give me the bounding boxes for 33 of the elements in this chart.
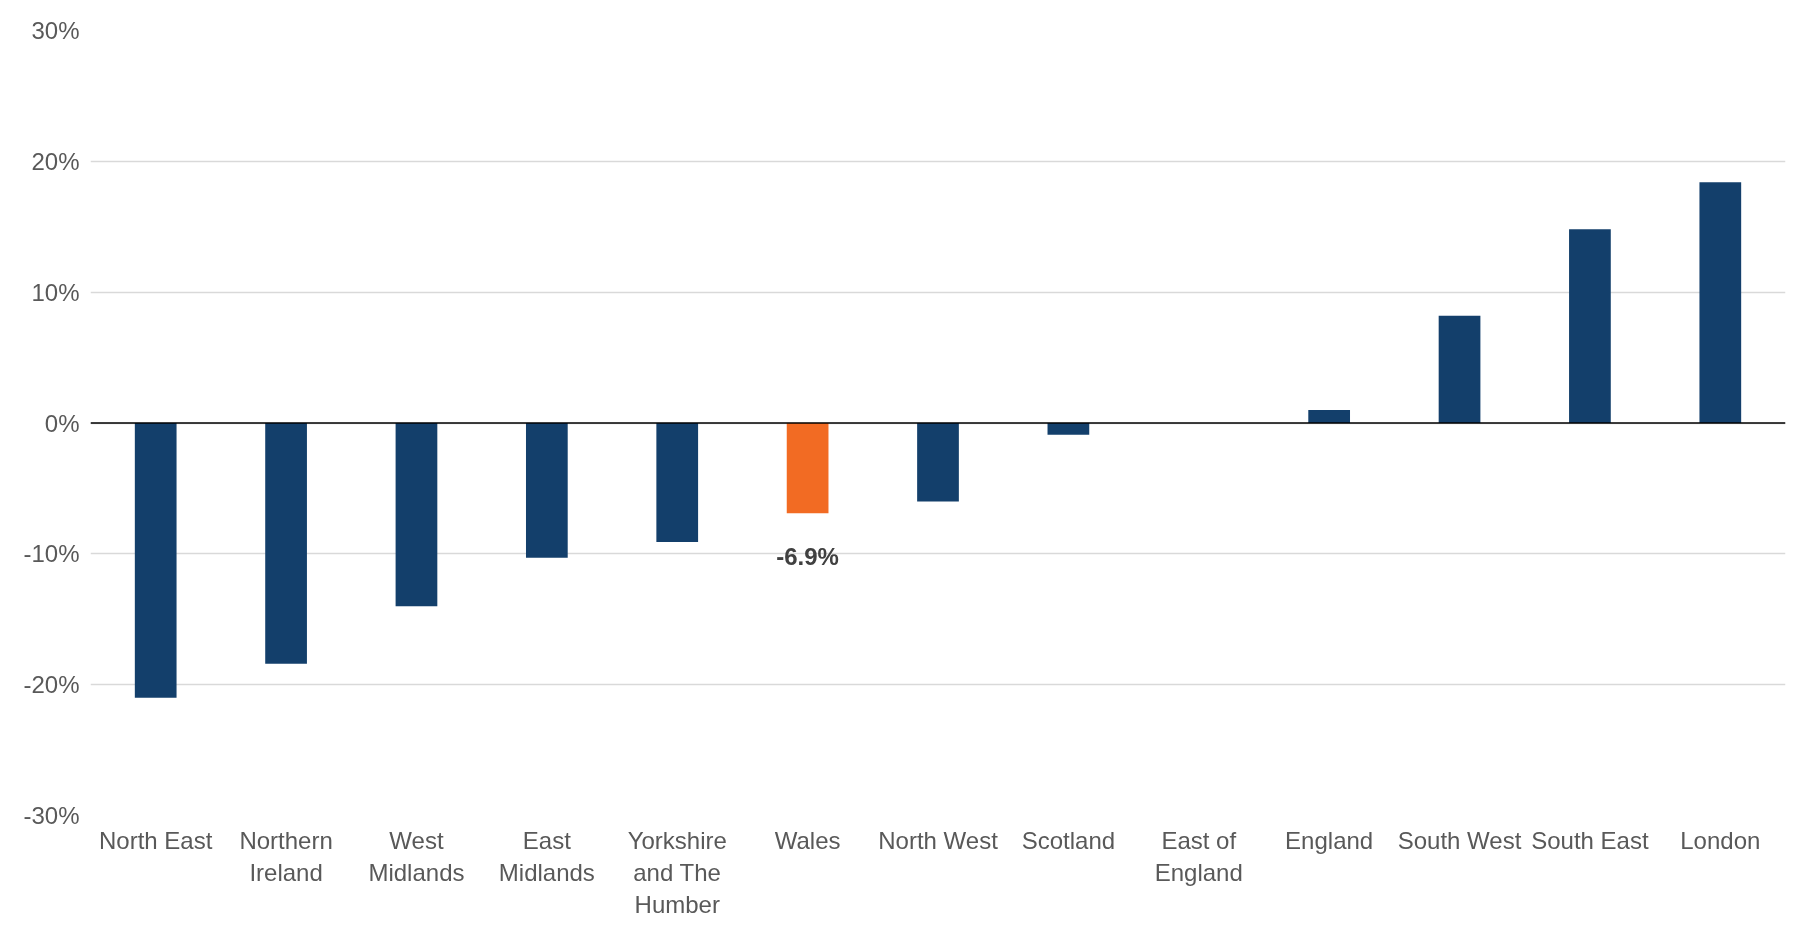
y-tick-label: 20% <box>31 147 80 175</box>
y-tick-label: 0% <box>44 409 80 437</box>
y-tick-label: 10% <box>31 278 80 306</box>
x-tick-label: London <box>1680 826 1761 854</box>
bar <box>1569 229 1611 423</box>
x-tick-label: South East <box>1531 826 1649 854</box>
y-tick-label: -10% <box>23 540 80 568</box>
y-tick-label: -30% <box>23 802 80 829</box>
bar <box>1438 315 1481 423</box>
x-tick-label: Scotland <box>1021 826 1116 854</box>
x-tick-label: Wales <box>774 826 841 854</box>
y-tick-label: 30% <box>31 17 80 44</box>
y-tick-label: -20% <box>23 671 80 699</box>
bar <box>265 423 307 664</box>
x-tick-label: West Midlands <box>368 826 465 886</box>
x-tick-label: Yorkshire and The Humber <box>627 826 727 919</box>
bar <box>917 423 959 502</box>
x-tick-label: England <box>1285 826 1374 854</box>
bar <box>656 423 699 543</box>
x-tick-label: South West <box>1397 826 1522 854</box>
bar <box>395 423 438 607</box>
bar <box>1308 409 1351 423</box>
bar <box>786 423 829 514</box>
bar <box>1699 182 1742 423</box>
x-tick-label: North West <box>878 826 999 854</box>
bar <box>1047 423 1090 435</box>
bar <box>525 423 568 558</box>
x-tick-label: North East <box>99 826 213 854</box>
x-tick-label: East of England <box>1154 826 1243 886</box>
data-label: -6.9% <box>776 543 839 571</box>
x-tick-label: Northern Ireland <box>239 826 333 886</box>
bar <box>134 423 177 698</box>
x-tick-label: East Midlands <box>498 826 595 886</box>
